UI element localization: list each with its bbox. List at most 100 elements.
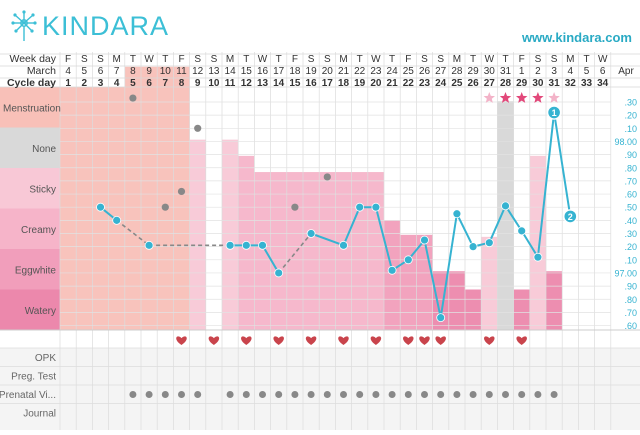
fluid-bar <box>481 236 498 330</box>
prenatal-dot[interactable] <box>307 391 315 398</box>
prenatal-dot[interactable] <box>421 391 428 398</box>
temp-point[interactable] <box>452 209 462 219</box>
temp-point[interactable] <box>484 238 494 248</box>
star-icon[interactable] <box>532 92 544 103</box>
prenatal-dot[interactable] <box>259 391 266 398</box>
prenatal-dot[interactable] <box>437 391 445 398</box>
bottom-row-label: Prenatal Vi... <box>0 390 56 401</box>
prenatal-dot[interactable] <box>453 391 461 398</box>
temp-point[interactable] <box>420 235 429 245</box>
header-cell: 2 <box>535 66 541 77</box>
temp-point[interactable] <box>306 229 316 238</box>
marker-label: 2 <box>568 212 573 222</box>
header-cell: 26 <box>419 66 431 77</box>
heart-icon[interactable] <box>176 336 187 345</box>
prenatal-dot[interactable] <box>518 391 526 398</box>
header-cell: 30 <box>484 66 496 77</box>
heart-icon[interactable] <box>484 336 495 345</box>
temp-point[interactable] <box>225 240 235 250</box>
heart-icon[interactable] <box>516 336 527 345</box>
marker-point[interactable] <box>563 209 578 224</box>
heart-icon[interactable] <box>338 336 349 345</box>
temp-point[interactable] <box>339 240 348 250</box>
header-cell: 21 <box>338 66 350 77</box>
temp-axis-label: .10 <box>624 255 637 265</box>
excluded-temp-point[interactable] <box>323 173 331 181</box>
temp-point[interactable] <box>436 313 446 323</box>
header-cell: S <box>81 54 88 65</box>
heart-icon[interactable] <box>419 336 430 345</box>
excluded-temp-point[interactable] <box>129 94 137 102</box>
temp-point[interactable] <box>371 202 381 212</box>
heart-icon[interactable] <box>370 336 382 345</box>
prenatal-dot[interactable] <box>323 391 331 398</box>
heart-icon[interactable] <box>241 336 252 345</box>
temp-point[interactable] <box>387 265 397 275</box>
excluded-temp-point[interactable] <box>194 124 202 132</box>
excluded-temp-point[interactable] <box>291 203 299 211</box>
fluid-bar <box>254 172 271 330</box>
header-cell: 3 <box>98 78 104 89</box>
temp-point[interactable] <box>403 255 413 265</box>
header-cell: S <box>437 54 444 65</box>
heart-icon[interactable] <box>208 336 220 345</box>
heart-icon[interactable] <box>403 336 414 345</box>
prenatal-dot[interactable] <box>194 391 202 398</box>
header-cell: W <box>144 54 154 65</box>
star-icon[interactable] <box>483 92 496 103</box>
temp-point[interactable] <box>144 240 154 250</box>
temp-point[interactable] <box>355 202 365 212</box>
prenatal-dot[interactable] <box>372 391 380 398</box>
prenatal-dot[interactable] <box>145 391 153 398</box>
prenatal-dot[interactable] <box>485 391 493 398</box>
temp-point[interactable] <box>274 268 284 278</box>
excluded-temp-point[interactable] <box>177 187 186 196</box>
prenatal-dot[interactable] <box>178 391 185 398</box>
temp-point[interactable] <box>468 242 478 252</box>
prenatal-dot[interactable] <box>356 391 364 398</box>
prenatal-dot[interactable] <box>226 391 234 398</box>
temp-point[interactable] <box>533 252 543 262</box>
heart-icon[interactable] <box>435 336 446 345</box>
header-cell: 5 <box>82 66 88 77</box>
temp-point[interactable] <box>112 215 122 225</box>
header-cell: T <box>357 54 363 65</box>
fertility-chart: Week day F S S M T W T F S S M T W T F S S M T W T F S S M T W T F S S M… <box>0 52 640 430</box>
excluded-temp-point[interactable] <box>161 203 169 211</box>
header-cell: S <box>324 54 331 65</box>
bottom-panel <box>0 348 640 430</box>
prenatal-dot[interactable] <box>340 391 347 398</box>
star-icon[interactable] <box>548 92 560 103</box>
prenatal-dot[interactable] <box>242 391 250 398</box>
site-url-link[interactable]: www.kindara.com <box>521 30 632 45</box>
dashed-temp-line <box>278 232 312 274</box>
header-cell: 4 <box>568 66 574 77</box>
prenatal-dot[interactable] <box>502 391 509 398</box>
heart-icon[interactable] <box>273 336 284 345</box>
prenatal-dot[interactable] <box>161 391 169 398</box>
fluid-bar <box>76 87 93 330</box>
prenatal-dot[interactable] <box>469 391 477 398</box>
header-cell: W <box>371 54 381 65</box>
temp-point[interactable] <box>241 240 251 250</box>
prenatal-dot[interactable] <box>534 391 542 398</box>
prenatal-dot[interactable] <box>129 391 137 398</box>
temp-point[interactable] <box>501 201 510 211</box>
temp-point[interactable] <box>96 202 105 212</box>
kindara-logo[interactable]: KINDARA <box>6 8 169 44</box>
next-month-label: Apr <box>618 66 634 77</box>
temp-point[interactable] <box>517 226 527 236</box>
header-cell: 12 <box>192 66 204 77</box>
temp-point[interactable] <box>258 240 267 250</box>
marker-point[interactable] <box>546 105 562 120</box>
prenatal-dot[interactable] <box>388 391 396 398</box>
star-icon[interactable] <box>515 92 528 103</box>
prenatal-dot[interactable] <box>275 391 283 398</box>
prenatal-dot[interactable] <box>550 391 558 398</box>
prenatal-dot[interactable] <box>404 391 412 398</box>
star-icon[interactable] <box>499 92 512 103</box>
prenatal-dot[interactable] <box>291 391 299 398</box>
temp-line <box>261 244 280 274</box>
heart-icon[interactable] <box>305 336 317 345</box>
header-cell: S <box>194 54 201 65</box>
